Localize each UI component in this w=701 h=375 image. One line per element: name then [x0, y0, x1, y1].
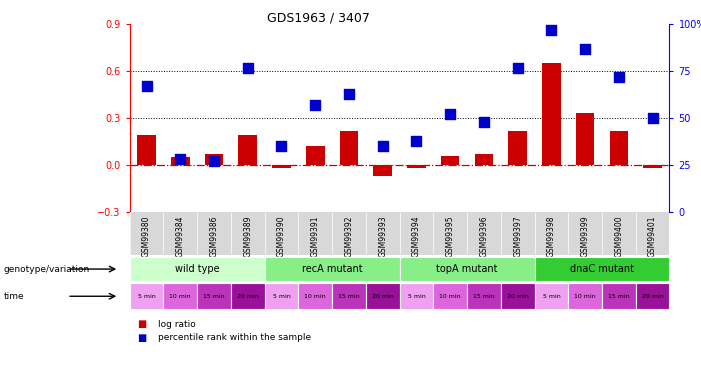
Point [478, 119, 489, 125]
Text: GSM99386: GSM99386 [210, 215, 219, 257]
Bar [265, 257, 400, 281]
Text: 20 min: 20 min [507, 294, 529, 299]
Bar [163, 283, 197, 309]
Bar [299, 283, 332, 309]
Text: topA mutant: topA mutant [436, 264, 498, 274]
Text: GSM99393: GSM99393 [379, 215, 387, 257]
Text: GSM99391: GSM99391 [311, 215, 320, 257]
Point [310, 102, 321, 108]
Bar [441, 156, 459, 165]
Bar [238, 135, 257, 165]
Bar [340, 130, 358, 165]
Bar [569, 283, 602, 309]
Bar [366, 283, 400, 309]
Text: 15 min: 15 min [608, 294, 629, 299]
Text: 5 min: 5 min [407, 294, 426, 299]
Bar [137, 135, 156, 165]
Bar [542, 63, 561, 165]
Point [208, 158, 219, 164]
Text: GSM99399: GSM99399 [580, 215, 590, 257]
Bar [508, 130, 527, 165]
Bar [306, 146, 325, 165]
Text: GSM99389: GSM99389 [243, 215, 252, 257]
Bar [535, 257, 669, 281]
Text: 5 min: 5 min [273, 294, 290, 299]
Text: 10 min: 10 min [304, 294, 326, 299]
Text: GSM99395: GSM99395 [446, 215, 455, 257]
Bar [467, 283, 501, 309]
Point [242, 64, 253, 70]
Bar [130, 283, 163, 309]
Bar [400, 257, 535, 281]
Bar [400, 283, 433, 309]
Text: dnaC mutant: dnaC mutant [570, 264, 634, 274]
Bar [205, 154, 224, 165]
Text: 5 min: 5 min [543, 294, 560, 299]
Bar [535, 283, 569, 309]
Text: GSM99401: GSM99401 [648, 215, 657, 257]
Text: ■: ■ [137, 333, 146, 342]
Bar [332, 283, 366, 309]
Point [175, 156, 186, 162]
Bar [636, 283, 669, 309]
Text: 15 min: 15 min [203, 294, 225, 299]
Text: 10 min: 10 min [170, 294, 191, 299]
Text: genotype/variation: genotype/variation [4, 265, 90, 274]
Bar [231, 283, 265, 309]
Bar [576, 113, 594, 165]
Text: 10 min: 10 min [440, 294, 461, 299]
Text: 20 min: 20 min [372, 294, 393, 299]
Text: GSM99392: GSM99392 [344, 215, 353, 257]
Text: GSM99397: GSM99397 [513, 215, 522, 257]
Text: GSM99384: GSM99384 [176, 215, 185, 257]
Bar [265, 283, 299, 309]
Point [141, 83, 152, 89]
Text: GSM99396: GSM99396 [479, 215, 489, 257]
Text: time: time [4, 292, 24, 301]
Text: 5 min: 5 min [137, 294, 156, 299]
Text: recA mutant: recA mutant [302, 264, 362, 274]
Bar [602, 283, 636, 309]
Point [647, 115, 658, 121]
Text: GSM99390: GSM99390 [277, 215, 286, 257]
Bar [407, 165, 426, 168]
Bar [610, 130, 628, 165]
Text: 10 min: 10 min [574, 294, 596, 299]
Text: GSM99394: GSM99394 [412, 215, 421, 257]
Point [546, 27, 557, 33]
Point [377, 143, 388, 149]
Point [276, 143, 287, 149]
Text: 20 min: 20 min [237, 294, 259, 299]
Text: GSM99398: GSM99398 [547, 215, 556, 257]
Bar [374, 165, 392, 176]
Point [580, 46, 591, 52]
Text: log ratio: log ratio [158, 320, 196, 329]
Bar [644, 165, 662, 168]
Point [512, 64, 523, 70]
Point [444, 111, 456, 117]
Text: 15 min: 15 min [338, 294, 360, 299]
Bar [197, 283, 231, 309]
Bar [501, 283, 534, 309]
Text: ■: ■ [137, 320, 146, 329]
Text: wild type: wild type [175, 264, 219, 274]
Bar [433, 283, 467, 309]
Bar [272, 165, 291, 168]
Text: 20 min: 20 min [641, 294, 663, 299]
Text: 15 min: 15 min [473, 294, 495, 299]
Point [343, 91, 355, 97]
Bar [130, 257, 265, 281]
Text: percentile rank within the sample: percentile rank within the sample [158, 333, 311, 342]
Bar [475, 154, 494, 165]
Point [411, 138, 422, 144]
Text: GSM99380: GSM99380 [142, 215, 151, 257]
Bar [171, 157, 189, 165]
Text: GSM99400: GSM99400 [614, 215, 623, 257]
Text: GDS1963 / 3407: GDS1963 / 3407 [267, 11, 370, 24]
Point [613, 74, 625, 80]
